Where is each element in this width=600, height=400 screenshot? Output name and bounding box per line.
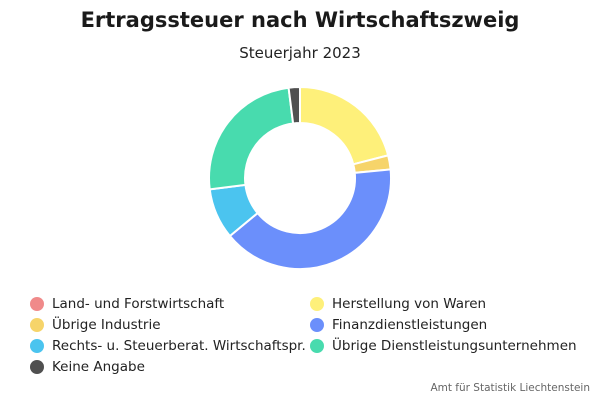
legend-item-rechts-steuerberatung[interactable]: Rechts- u. Steuerberat. Wirtschaftspr. [30, 338, 306, 354]
legend-item-uebrige-dienstleistungen[interactable]: Übrige Dienstleistungsunternehmen [310, 338, 577, 354]
legend-item-keine-angabe[interactable]: Keine Angabe [30, 359, 145, 375]
legend-item-uebrige-industrie[interactable]: Übrige Industrie [30, 317, 161, 333]
donut-slice-6[interactable] [287, 85, 301, 125]
source-credit: Amt für Statistik Liechtenstein [430, 382, 590, 394]
legend-label: Keine Angabe [52, 359, 145, 375]
legend-swatch [310, 297, 324, 311]
legend-label: Finanzdienstleistungen [332, 317, 488, 333]
chart-subtitle: Steuerjahr 2023 [239, 44, 361, 62]
donut-slice-5[interactable] [208, 86, 295, 191]
donut-chart [208, 85, 392, 270]
legend-item-land-forstwirtschaft[interactable]: Land- und Forstwirtschaft [30, 296, 224, 312]
legend-swatch [310, 339, 324, 353]
legend-swatch [30, 297, 44, 311]
legend-swatch [30, 318, 44, 332]
legend-label: Rechts- u. Steuerberat. Wirtschaftspr. [52, 338, 306, 354]
legend-label: Übrige Industrie [52, 317, 161, 333]
donut-slice-3[interactable] [228, 168, 392, 270]
chart-title: Ertragssteuer nach Wirtschaftszweig [80, 8, 520, 32]
legend-swatch [30, 339, 44, 353]
legend-item-finanzdienstleistungen[interactable]: Finanzdienstleistungen [310, 317, 487, 333]
legend-label: Land- und Forstwirtschaft [52, 296, 225, 312]
legend-swatch [30, 360, 44, 374]
legend-label: Herstellung von Waren [332, 296, 487, 312]
donut-slice-1[interactable] [299, 85, 390, 166]
legend-item-herstellung-von-waren[interactable]: Herstellung von Waren [310, 296, 486, 312]
legend-swatch [310, 318, 324, 332]
legend-label: Übrige Dienstleistungsunternehmen [332, 338, 577, 354]
